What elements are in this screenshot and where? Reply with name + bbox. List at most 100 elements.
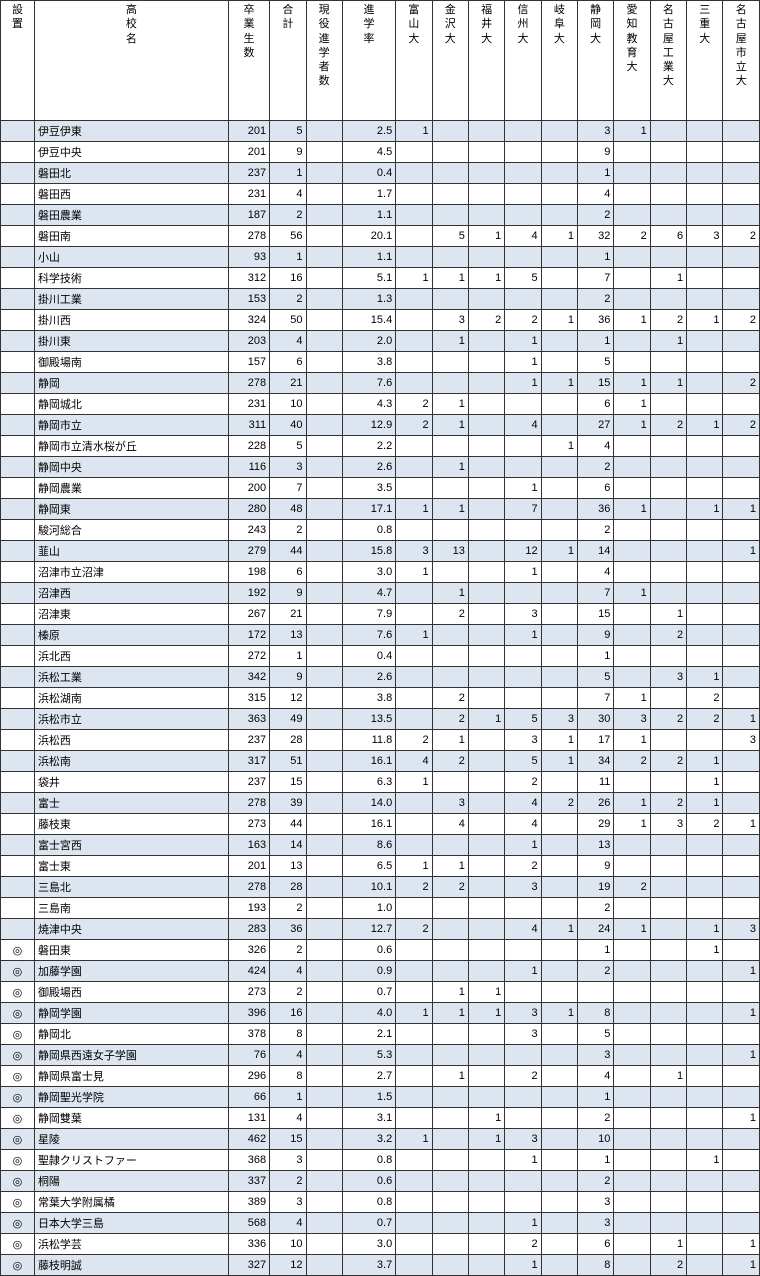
cell-uni-2 xyxy=(468,121,504,142)
header-gifu: 岐阜大 xyxy=(541,1,577,121)
cell-total: 13 xyxy=(270,856,306,877)
cell-uni-6 xyxy=(614,982,650,1003)
cell-marker xyxy=(1,520,35,541)
cell-uni-0: 1 xyxy=(396,772,432,793)
cell-uni-0 xyxy=(396,1108,432,1129)
header-aichi-kyoiku: 愛知教育大 xyxy=(614,1,650,121)
cell-uni-1: 1 xyxy=(432,1066,468,1087)
cell-uni-9 xyxy=(723,688,760,709)
cell-school-name: 藤枝明誠 xyxy=(34,1255,228,1276)
cell-total: 8 xyxy=(270,1024,306,1045)
cell-uni-1: 3 xyxy=(432,793,468,814)
cell-rate: 3.5 xyxy=(342,478,395,499)
cell-uni-1: 2 xyxy=(432,751,468,772)
cell-uni-3: 1 xyxy=(505,835,541,856)
cell-graduates: 278 xyxy=(228,373,269,394)
cell-uni-9 xyxy=(723,331,760,352)
cell-total: 15 xyxy=(270,772,306,793)
cell-uni-5: 1 xyxy=(578,163,614,184)
cell-total: 4 xyxy=(270,184,306,205)
cell-uni-1: 2 xyxy=(432,709,468,730)
cell-graduates: 278 xyxy=(228,877,269,898)
cell-graduates: 326 xyxy=(228,940,269,961)
cell-rate: 15.8 xyxy=(342,541,395,562)
cell-rate: 7.6 xyxy=(342,625,395,646)
cell-rate: 0.4 xyxy=(342,646,395,667)
cell-school-name: 磐田南 xyxy=(34,226,228,247)
cell-uni-8 xyxy=(687,1003,723,1024)
cell-marker xyxy=(1,310,35,331)
cell-school-name: 御殿場西 xyxy=(34,982,228,1003)
cell-rate: 12.7 xyxy=(342,919,395,940)
cell-uni-7 xyxy=(650,961,686,982)
cell-uni-9 xyxy=(723,898,760,919)
table-row: 磐田南2785620.15141322632 xyxy=(1,226,760,247)
cell-graduates: 187 xyxy=(228,205,269,226)
table-row: ◎御殿場西27320.711 xyxy=(1,982,760,1003)
cell-active xyxy=(306,541,342,562)
cell-uni-5: 8 xyxy=(578,1003,614,1024)
cell-uni-5: 9 xyxy=(578,856,614,877)
cell-uni-9: 1 xyxy=(723,1003,760,1024)
cell-total: 51 xyxy=(270,751,306,772)
cell-uni-7 xyxy=(650,1045,686,1066)
cell-marker xyxy=(1,457,35,478)
cell-rate: 1.0 xyxy=(342,898,395,919)
cell-uni-0 xyxy=(396,709,432,730)
cell-uni-7: 2 xyxy=(650,709,686,730)
cell-uni-7 xyxy=(650,919,686,940)
table-row: 袋井237156.312111 xyxy=(1,772,760,793)
cell-uni-9 xyxy=(723,457,760,478)
cell-graduates: 172 xyxy=(228,625,269,646)
cell-uni-4 xyxy=(541,394,577,415)
cell-uni-8 xyxy=(687,604,723,625)
cell-uni-5: 24 xyxy=(578,919,614,940)
cell-active xyxy=(306,877,342,898)
cell-active xyxy=(306,646,342,667)
cell-total: 2 xyxy=(270,940,306,961)
cell-uni-9 xyxy=(723,520,760,541)
cell-uni-0 xyxy=(396,205,432,226)
cell-uni-7 xyxy=(650,436,686,457)
cell-uni-1 xyxy=(432,373,468,394)
cell-rate: 0.7 xyxy=(342,982,395,1003)
cell-uni-5: 9 xyxy=(578,625,614,646)
table-row: 三島北2782810.1223192 xyxy=(1,877,760,898)
cell-rate: 0.9 xyxy=(342,961,395,982)
cell-uni-0 xyxy=(396,163,432,184)
cell-active xyxy=(306,1234,342,1255)
cell-uni-2 xyxy=(468,520,504,541)
cell-uni-1 xyxy=(432,1024,468,1045)
cell-uni-7: 2 xyxy=(650,793,686,814)
cell-uni-8 xyxy=(687,352,723,373)
cell-uni-2: 1 xyxy=(468,226,504,247)
cell-graduates: 267 xyxy=(228,604,269,625)
cell-uni-1: 1 xyxy=(432,394,468,415)
cell-uni-8: 2 xyxy=(687,688,723,709)
cell-active xyxy=(306,625,342,646)
table-row: 浜松南3175116.1425134221 xyxy=(1,751,760,772)
cell-rate: 3.7 xyxy=(342,1255,395,1276)
cell-uni-7 xyxy=(650,730,686,751)
cell-graduates: 201 xyxy=(228,142,269,163)
cell-uni-8 xyxy=(687,562,723,583)
cell-uni-7: 2 xyxy=(650,751,686,772)
cell-school-name: 掛川西 xyxy=(34,310,228,331)
header-nagoya-kogyo: 名古屋工業大 xyxy=(650,1,686,121)
cell-uni-4 xyxy=(541,331,577,352)
table-row: 静岡市立3114012.9214271212 xyxy=(1,415,760,436)
cell-total: 5 xyxy=(270,436,306,457)
cell-uni-3: 3 xyxy=(505,1003,541,1024)
cell-uni-4 xyxy=(541,121,577,142)
cell-uni-4 xyxy=(541,1108,577,1129)
cell-uni-9: 2 xyxy=(723,415,760,436)
cell-uni-9 xyxy=(723,835,760,856)
cell-uni-7: 1 xyxy=(650,268,686,289)
cell-uni-2 xyxy=(468,1213,504,1234)
cell-active xyxy=(306,373,342,394)
cell-marker xyxy=(1,625,35,646)
cell-school-name: 常葉大学附属橘 xyxy=(34,1192,228,1213)
cell-rate: 3.8 xyxy=(342,352,395,373)
cell-uni-3 xyxy=(505,520,541,541)
cell-marker xyxy=(1,541,35,562)
